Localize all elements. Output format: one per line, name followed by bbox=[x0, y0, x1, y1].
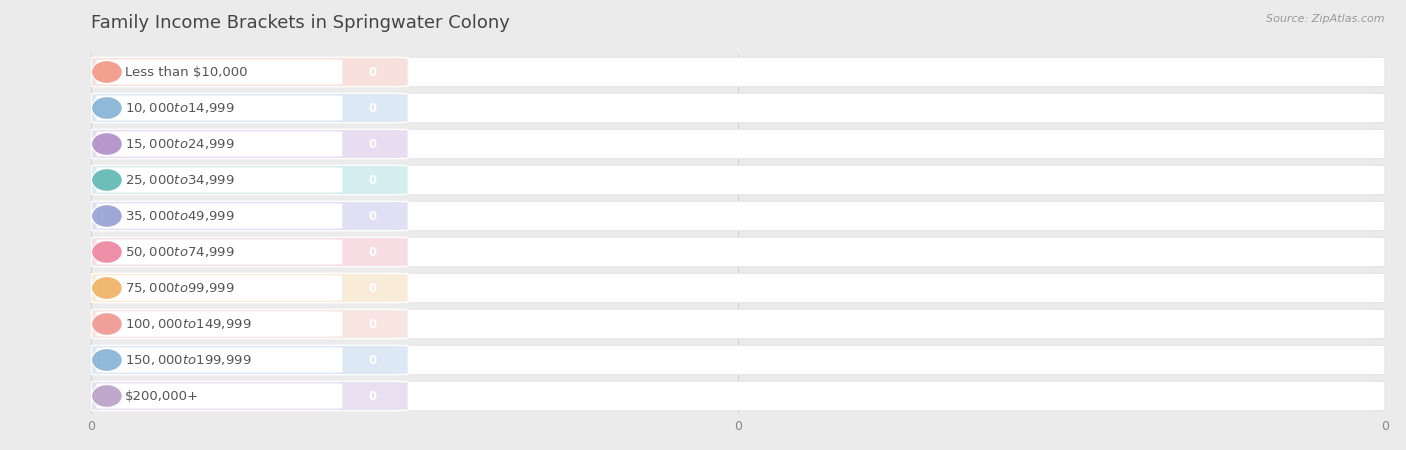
FancyBboxPatch shape bbox=[97, 167, 342, 193]
Text: 0: 0 bbox=[368, 390, 377, 402]
FancyBboxPatch shape bbox=[91, 237, 408, 267]
Text: $35,000 to $49,999: $35,000 to $49,999 bbox=[125, 209, 235, 223]
Text: Family Income Brackets in Springwater Colony: Family Income Brackets in Springwater Co… bbox=[91, 14, 510, 32]
Ellipse shape bbox=[91, 276, 122, 300]
FancyBboxPatch shape bbox=[97, 275, 342, 301]
FancyBboxPatch shape bbox=[97, 59, 342, 85]
FancyBboxPatch shape bbox=[91, 273, 408, 303]
FancyBboxPatch shape bbox=[97, 95, 342, 121]
Text: 0: 0 bbox=[368, 282, 377, 294]
FancyBboxPatch shape bbox=[91, 309, 408, 339]
Text: Less than $10,000: Less than $10,000 bbox=[125, 66, 247, 78]
FancyBboxPatch shape bbox=[91, 237, 1385, 267]
FancyBboxPatch shape bbox=[91, 345, 1385, 375]
Text: 0: 0 bbox=[368, 174, 377, 186]
Ellipse shape bbox=[91, 240, 122, 264]
Ellipse shape bbox=[91, 348, 122, 372]
FancyBboxPatch shape bbox=[91, 57, 1385, 87]
FancyBboxPatch shape bbox=[97, 383, 342, 409]
Ellipse shape bbox=[91, 132, 122, 156]
Text: 0: 0 bbox=[368, 66, 377, 78]
Ellipse shape bbox=[91, 384, 122, 408]
FancyBboxPatch shape bbox=[91, 273, 1385, 303]
FancyBboxPatch shape bbox=[91, 165, 408, 195]
Text: 0: 0 bbox=[368, 246, 377, 258]
FancyBboxPatch shape bbox=[91, 93, 408, 123]
Ellipse shape bbox=[91, 96, 122, 120]
FancyBboxPatch shape bbox=[91, 93, 1385, 123]
Text: 0: 0 bbox=[368, 354, 377, 366]
Ellipse shape bbox=[91, 168, 122, 192]
FancyBboxPatch shape bbox=[91, 201, 408, 231]
Text: $100,000 to $149,999: $100,000 to $149,999 bbox=[125, 317, 252, 331]
FancyBboxPatch shape bbox=[97, 311, 342, 337]
FancyBboxPatch shape bbox=[97, 239, 342, 265]
Text: 0: 0 bbox=[368, 210, 377, 222]
Text: $150,000 to $199,999: $150,000 to $199,999 bbox=[125, 353, 252, 367]
FancyBboxPatch shape bbox=[91, 381, 408, 411]
FancyBboxPatch shape bbox=[91, 381, 1385, 411]
Text: $75,000 to $99,999: $75,000 to $99,999 bbox=[125, 281, 235, 295]
Text: $15,000 to $24,999: $15,000 to $24,999 bbox=[125, 137, 235, 151]
Ellipse shape bbox=[91, 60, 122, 84]
Text: Source: ZipAtlas.com: Source: ZipAtlas.com bbox=[1267, 14, 1385, 23]
FancyBboxPatch shape bbox=[91, 129, 1385, 159]
FancyBboxPatch shape bbox=[91, 309, 1385, 339]
Text: $50,000 to $74,999: $50,000 to $74,999 bbox=[125, 245, 235, 259]
FancyBboxPatch shape bbox=[91, 129, 408, 159]
FancyBboxPatch shape bbox=[91, 345, 408, 375]
FancyBboxPatch shape bbox=[91, 201, 1385, 231]
Text: 0: 0 bbox=[368, 102, 377, 114]
FancyBboxPatch shape bbox=[97, 203, 342, 229]
FancyBboxPatch shape bbox=[91, 165, 1385, 195]
FancyBboxPatch shape bbox=[97, 131, 342, 157]
FancyBboxPatch shape bbox=[97, 347, 342, 373]
Text: 0: 0 bbox=[368, 318, 377, 330]
FancyBboxPatch shape bbox=[91, 57, 408, 87]
Ellipse shape bbox=[91, 204, 122, 228]
Text: $10,000 to $14,999: $10,000 to $14,999 bbox=[125, 101, 235, 115]
Text: $200,000+: $200,000+ bbox=[125, 390, 200, 402]
Text: 0: 0 bbox=[368, 138, 377, 150]
Ellipse shape bbox=[91, 312, 122, 336]
Text: $25,000 to $34,999: $25,000 to $34,999 bbox=[125, 173, 235, 187]
